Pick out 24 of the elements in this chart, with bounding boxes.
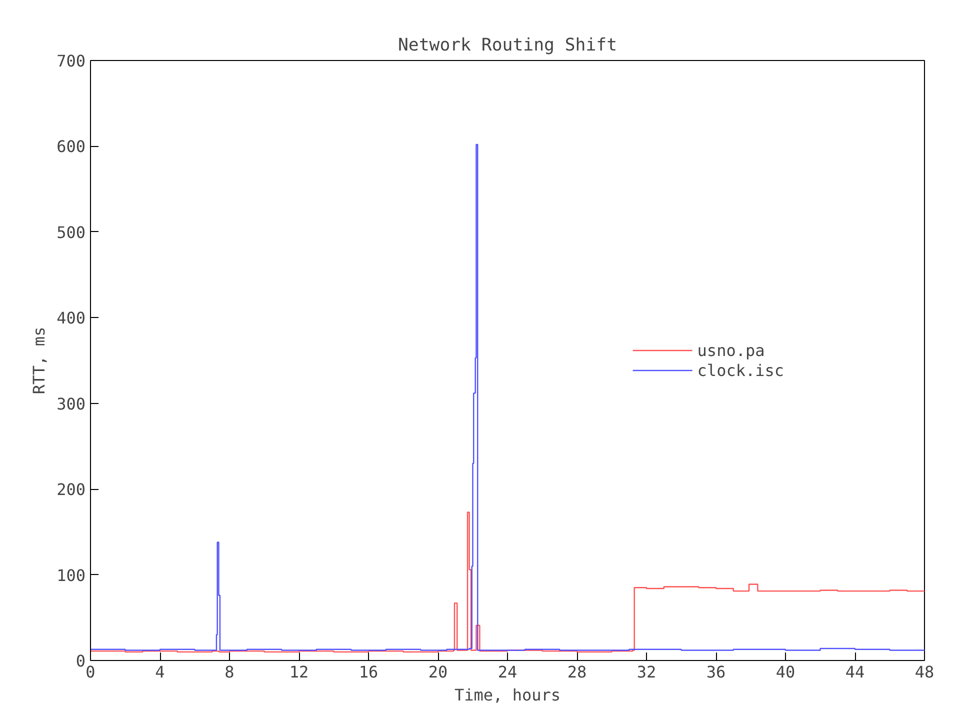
y-tick-label: 100: [56, 566, 86, 585]
x-tick-label: 20: [428, 662, 448, 682]
y-tick-label: 600: [56, 137, 86, 156]
x-tick-label: 16: [358, 662, 378, 682]
x-tick-label: 36: [706, 662, 726, 682]
x-tick-label: 28: [567, 662, 587, 682]
x-tick-label: 4: [155, 662, 165, 682]
x-tick-label: 40: [776, 662, 796, 682]
x-tick-label: 24: [498, 662, 518, 682]
x-tick-label: 12: [289, 662, 309, 682]
y-tick-label: 300: [56, 394, 86, 414]
x-tick-label: 48: [914, 662, 934, 682]
y-axis-title: RTT, ms: [30, 326, 49, 394]
x-axis-title: Time, hours: [454, 686, 560, 704]
legend-label: clock.isc: [697, 360, 784, 380]
y-tick-label: 400: [56, 308, 86, 328]
x-tick-label: 8: [224, 662, 234, 682]
y-tick-label: 500: [56, 222, 86, 242]
legend-label: usno.pa: [697, 340, 765, 360]
chart-title: Network Routing Shift: [398, 36, 618, 56]
y-tick-label: 700: [56, 52, 86, 70]
y-tick-label: 200: [56, 480, 86, 500]
x-tick-label: 44: [845, 662, 865, 682]
x-tick-label: 32: [636, 662, 656, 682]
